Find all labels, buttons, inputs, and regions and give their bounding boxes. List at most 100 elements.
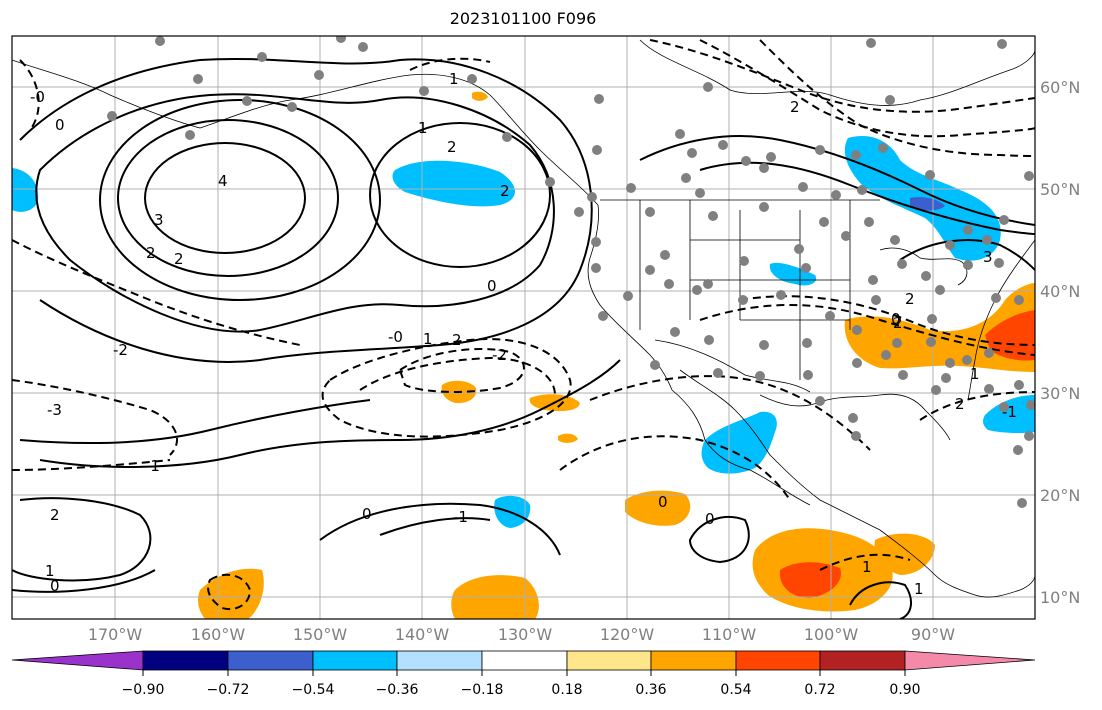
cb-tick-label: 0.36 [635, 682, 666, 698]
coastlines [12, 39, 1035, 598]
orange-area-alaska [472, 91, 488, 101]
contour-2-west [99, 99, 381, 301]
lat-tick-10n: 10°N [1040, 588, 1080, 607]
svg-text:-1: -1 [453, 508, 468, 526]
dashed-minus2-west [12, 239, 301, 346]
svg-text:1: 1 [914, 580, 924, 598]
dashed-caribbean [819, 553, 911, 571]
cb-tick-label: −0.72 [207, 682, 250, 698]
dashed-minus1 [359, 356, 556, 396]
contour-0-west-low [12, 569, 156, 593]
east-coast [967, 239, 1035, 401]
svg-text:1: 1 [862, 558, 872, 576]
svg-text:2: 2 [447, 138, 457, 156]
blue-area-alaska-gulf [392, 160, 515, 207]
svg-text:1: 1 [449, 70, 459, 88]
lat-tick-30n: 30°N [1040, 384, 1080, 403]
svg-text:0: 0 [658, 493, 668, 511]
svg-text:0: 0 [705, 510, 715, 528]
lon-tick-140w: 140°W [395, 625, 450, 644]
svg-text:-3: -3 [47, 401, 62, 419]
alaska-coast [12, 59, 599, 206]
svg-text:1: 1 [45, 562, 55, 580]
svg-text:3: 3 [154, 211, 164, 229]
svg-text:0: 0 [362, 505, 372, 523]
colorbar [11, 650, 1036, 671]
contour-minus1-pacific [39, 359, 621, 468]
contour-1-south [379, 517, 491, 536]
state-lines [639, 200, 851, 380]
contour-3 [117, 119, 339, 277]
colorbar-tick-marks [142, 670, 906, 676]
svg-text:1: 1 [970, 365, 980, 383]
svg-text:1: 1 [418, 119, 428, 137]
colorbar-bin-8 [735, 650, 821, 671]
svg-text:0: 0 [55, 116, 65, 134]
svg-text:-0: -0 [30, 88, 45, 106]
svg-text:3: 3 [983, 248, 993, 266]
svg-text:2: 2 [955, 395, 965, 413]
colorbar-tick-labels: −0.90 −0.72 −0.54 −0.36 −0.18 0.18 0.36 … [122, 682, 921, 698]
blue-area-atlantic [983, 395, 1035, 434]
colorbar-bin-4 [396, 650, 483, 671]
svg-text:2: 2 [905, 290, 915, 308]
svg-text:0: 0 [487, 277, 497, 295]
cb-tick-label: 0.18 [551, 682, 582, 698]
svg-text:2: 2 [452, 331, 462, 349]
red-area-southeast [985, 310, 1035, 361]
colorbar-bin-3 [312, 650, 398, 671]
station-dots [107, 36, 1035, 508]
great-lakes [879, 247, 968, 286]
svg-text:4: 4 [218, 172, 228, 190]
shading-layer [12, 91, 1035, 619]
lat-tick-40n: 40°N [1040, 282, 1080, 301]
dashed-minus1-alaska [409, 57, 491, 71]
dashed-minus2-low [12, 459, 171, 471]
cb-tick-label: 0.72 [804, 682, 835, 698]
blue-area-canada-core [910, 197, 945, 211]
lon-tick-120w: 120°W [600, 625, 655, 644]
mexico-west [679, 369, 881, 531]
lon-tick-90w: 90°W [911, 625, 955, 644]
lat-tick-labels: 60°N 50°N 40°N 30°N 20°N 10°N [1040, 78, 1080, 607]
lon-tick-170w: 170°W [88, 625, 143, 644]
colorbar-extend-right [904, 650, 1036, 671]
contours-dashed [12, 39, 1035, 610]
dashed-canada-3 [759, 39, 1035, 157]
dashed-pacific-sw [207, 573, 252, 610]
dashed-southeast-2 [739, 295, 1035, 346]
us-mexico-border [654, 339, 811, 393]
svg-text:-1: -1 [145, 457, 160, 475]
dashed-northwest [19, 59, 40, 131]
orange-area-southwest-2 [197, 568, 264, 619]
svg-text:2: 2 [50, 506, 60, 524]
svg-text:-2: -2 [492, 346, 507, 364]
blue-area-mexico [701, 411, 777, 474]
lat-tick-50n: 50°N [1040, 180, 1080, 199]
gulf-coast [759, 393, 951, 441]
lon-tick-110w: 110°W [702, 625, 757, 644]
svg-text:2: 2 [500, 182, 510, 200]
lon-tick-100w: 100°W [804, 625, 859, 644]
colorbar-bin-9 [819, 650, 906, 671]
colorbar-extend-left [11, 650, 144, 671]
contour-2-west-low [12, 497, 152, 582]
dashed-southeast-1 [699, 304, 1035, 356]
contour-0 [19, 57, 593, 363]
contours [12, 57, 1035, 619]
contour-1 [35, 93, 555, 333]
contour-3-east [899, 239, 1035, 271]
cb-tick-label: −0.18 [461, 682, 504, 698]
svg-text:2: 2 [790, 98, 800, 116]
orange-area-pacific-3 [558, 433, 578, 443]
colorbar-bin-7 [650, 650, 737, 671]
cb-tick-label: 0.90 [889, 682, 920, 698]
contour-1-caribbean [849, 581, 912, 619]
svg-text:0: 0 [50, 577, 60, 595]
contour-0-south [319, 502, 561, 556]
red-area-central-america [779, 562, 841, 598]
dashed-mexico-south [559, 435, 791, 501]
colorbar-bin-2 [227, 650, 314, 671]
dashed-minus2 [398, 348, 525, 393]
contour-0-mexico [688, 515, 750, 564]
